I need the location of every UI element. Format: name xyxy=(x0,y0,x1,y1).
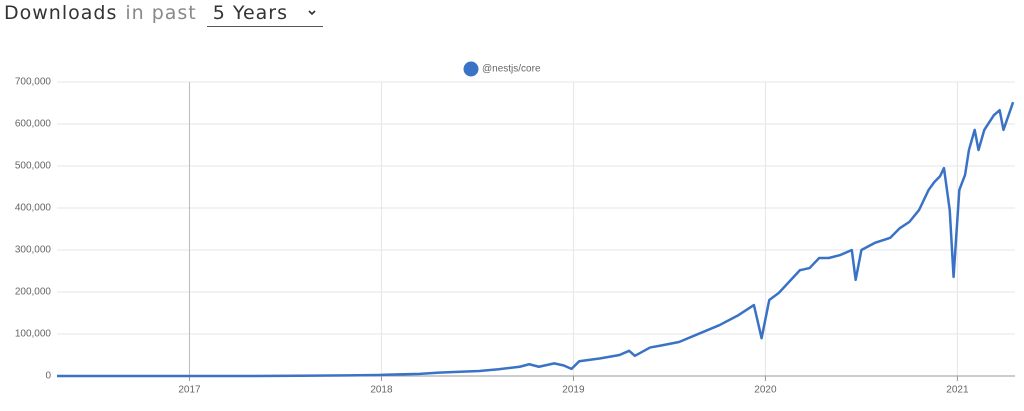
x-tick-label: 2020 xyxy=(754,385,777,396)
y-tick-label: 500,000 xyxy=(15,161,52,172)
caret xyxy=(308,10,316,16)
x-tick-label: 2017 xyxy=(178,385,201,396)
x-tick-label: 2019 xyxy=(562,385,585,396)
period-select[interactable]: 5 Years xyxy=(206,2,323,27)
header: Downloads in past 5 Years xyxy=(4,2,323,30)
y-tick-label: 400,000 xyxy=(15,203,52,214)
period-value: 5 Years xyxy=(212,2,289,24)
legend-swatch xyxy=(463,61,479,77)
x-tick-label: 2021 xyxy=(946,385,969,396)
legend-label: @nestjs/core xyxy=(482,64,541,75)
y-tick-label: 100,000 xyxy=(15,329,52,340)
subtitle: in past xyxy=(125,2,197,24)
y-tick-label: 200,000 xyxy=(15,287,52,298)
y-tick-label: 300,000 xyxy=(15,245,52,256)
title: Downloads xyxy=(4,2,118,24)
series-line xyxy=(57,101,1015,378)
x-tick-label: 2018 xyxy=(370,385,393,396)
y-tick-label: 0 xyxy=(45,371,51,382)
y-tick-label: 600,000 xyxy=(15,119,52,130)
y-tick-label: 700,000 xyxy=(15,77,52,88)
